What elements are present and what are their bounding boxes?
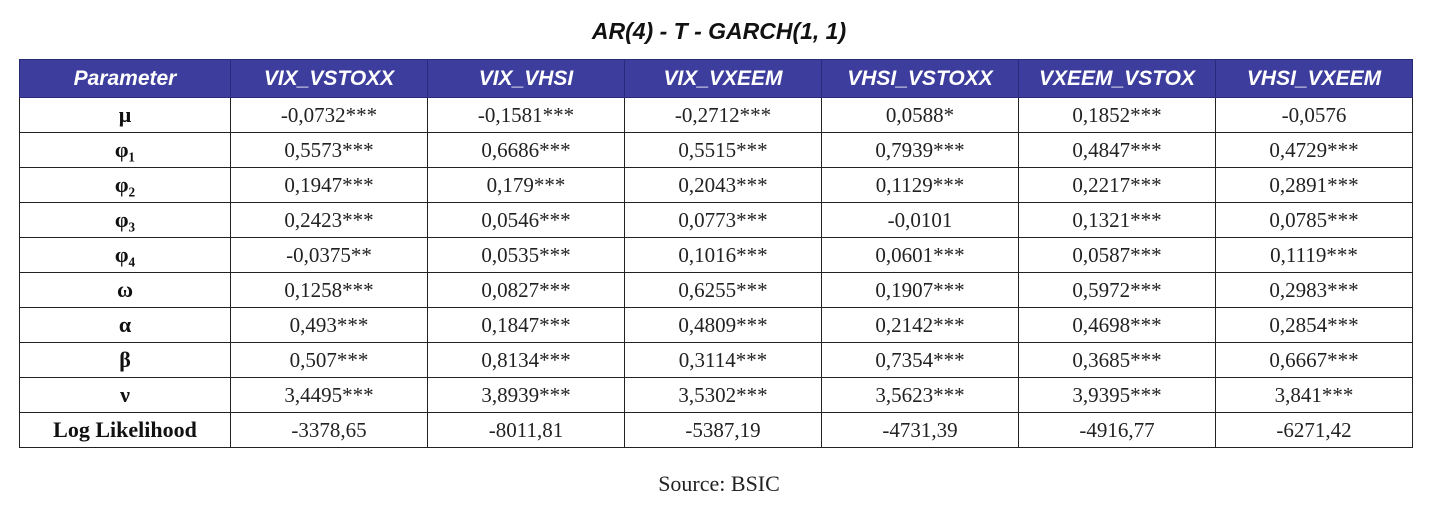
parameter-cell: φ₂ [19, 167, 231, 203]
value-cell: 3,4495*** [230, 377, 428, 413]
column-header-vix-vxeem: VIX_VXEEM [624, 59, 822, 98]
parameter-cell: β [19, 342, 231, 378]
value-cell: 0,2217*** [1018, 167, 1216, 203]
value-cell: 0,5573*** [230, 132, 428, 168]
value-cell: 0,0587*** [1018, 237, 1216, 273]
table-row: ν 3,4495*** 3,8939*** 3,5302*** 3,5623**… [19, 377, 1413, 413]
value-cell: 0,1847*** [427, 307, 625, 343]
value-cell: 0,4729*** [1215, 132, 1413, 168]
value-cell: 3,5623*** [821, 377, 1019, 413]
value-cell: 0,5972*** [1018, 272, 1216, 308]
table-row: ω 0,1258*** 0,0827*** 0,6255*** 0,1907**… [19, 272, 1413, 308]
results-table: Parameter VIX_VSTOXX VIX_VHSI VIX_VXEEM … [19, 59, 1413, 448]
value-cell: 0,1016*** [624, 237, 822, 273]
value-cell: 0,1907*** [821, 272, 1019, 308]
value-cell: 0,2983*** [1215, 272, 1413, 308]
column-header-vxeem-vstox: VXEEM_VSTOX [1018, 59, 1216, 98]
value-cell: -0,0101 [821, 202, 1019, 238]
parameter-cell: ω [19, 272, 231, 308]
value-cell: 0,1119*** [1215, 237, 1413, 273]
column-header-vix-vstoxx: VIX_VSTOXX [230, 59, 428, 98]
table-row: μ -0,0732*** -0,1581*** -0,2712*** 0,058… [19, 97, 1413, 133]
table-row: φ₄ -0,0375** 0,0535*** 0,1016*** 0,0601*… [19, 237, 1413, 273]
value-cell: 0,3114*** [624, 342, 822, 378]
value-cell: 0,507*** [230, 342, 428, 378]
value-cell: 0,5515*** [624, 132, 822, 168]
value-cell: 0,0827*** [427, 272, 625, 308]
parameter-cell: μ [19, 97, 231, 133]
table-row: β 0,507*** 0,8134*** 0,3114*** 0,7354***… [19, 342, 1413, 378]
value-cell: -0,0576 [1215, 97, 1413, 133]
value-cell: -4731,39 [821, 412, 1019, 448]
value-cell: 0,2142*** [821, 307, 1019, 343]
table-row: Log Likelihood -3378,65 -8011,81 -5387,1… [19, 412, 1413, 448]
value-cell: 0,2891*** [1215, 167, 1413, 203]
value-cell: 0,179*** [427, 167, 625, 203]
parameter-cell: ν [19, 377, 231, 413]
value-cell: 0,0546*** [427, 202, 625, 238]
value-cell: 0,3685*** [1018, 342, 1216, 378]
value-cell: 0,2854*** [1215, 307, 1413, 343]
table-title: AR(4) - T - GARCH(1, 1) [591, 18, 847, 44]
value-cell: 3,9395*** [1018, 377, 1216, 413]
value-cell: 0,2043*** [624, 167, 822, 203]
source-caption: Source: BSIC [658, 471, 780, 496]
value-cell: -4916,77 [1018, 412, 1216, 448]
value-cell: 3,8939*** [427, 377, 625, 413]
value-cell: 0,7939*** [821, 132, 1019, 168]
column-header-vix-vhsi: VIX_VHSI [427, 59, 625, 98]
table-row: φ₃ 0,2423*** 0,0546*** 0,0773*** -0,0101… [19, 202, 1413, 238]
value-cell: -6271,42 [1215, 412, 1413, 448]
value-cell: -0,2712*** [624, 97, 822, 133]
value-cell: 0,1129*** [821, 167, 1019, 203]
column-header-parameter: Parameter [19, 59, 231, 98]
value-cell: -0,1581*** [427, 97, 625, 133]
value-cell: 0,0601*** [821, 237, 1019, 273]
value-cell: 0,8134*** [427, 342, 625, 378]
value-cell: 0,0588* [821, 97, 1019, 133]
value-cell: 0,4698*** [1018, 307, 1216, 343]
value-cell: 0,1947*** [230, 167, 428, 203]
value-cell: 0,0535*** [427, 237, 625, 273]
value-cell: 0,1852*** [1018, 97, 1216, 133]
value-cell: -5387,19 [624, 412, 822, 448]
value-cell: 0,2423*** [230, 202, 428, 238]
parameter-cell: Log Likelihood [19, 412, 231, 448]
value-cell: 0,6686*** [427, 132, 625, 168]
value-cell: -0,0375** [230, 237, 428, 273]
value-cell: 3,5302*** [624, 377, 822, 413]
value-cell: 0,493*** [230, 307, 428, 343]
table-row: α 0,493*** 0,1847*** 0,4809*** 0,2142***… [19, 307, 1413, 343]
value-cell: 0,6667*** [1215, 342, 1413, 378]
parameter-cell: φ₄ [19, 237, 231, 273]
value-cell: 0,1258*** [230, 272, 428, 308]
value-cell: -8011,81 [427, 412, 625, 448]
parameter-cell: φ₃ [19, 202, 231, 238]
column-header-vhsi-vstoxx: VHSI_VSTOXX [821, 59, 1019, 98]
table-row: φ₂ 0,1947*** 0,179*** 0,2043*** 0,1129**… [19, 167, 1413, 203]
value-cell: 0,4847*** [1018, 132, 1216, 168]
value-cell: 0,1321*** [1018, 202, 1216, 238]
value-cell: 3,841*** [1215, 377, 1413, 413]
value-cell: 0,7354*** [821, 342, 1019, 378]
parameter-cell: α [19, 307, 231, 343]
value-cell: -0,0732*** [230, 97, 428, 133]
header-row: Parameter VIX_VSTOXX VIX_VHSI VIX_VXEEM … [19, 59, 1413, 98]
table-row: φ₁ 0,5573*** 0,6686*** 0,5515*** 0,7939*… [19, 132, 1413, 168]
column-header-vhsi-vxeem: VHSI_VXEEM [1215, 59, 1413, 98]
value-cell: 0,0785*** [1215, 202, 1413, 238]
value-cell: 0,0773*** [624, 202, 822, 238]
value-cell: 0,6255*** [624, 272, 822, 308]
value-cell: 0,4809*** [624, 307, 822, 343]
parameter-cell: φ₁ [19, 132, 231, 168]
value-cell: -3378,65 [230, 412, 428, 448]
